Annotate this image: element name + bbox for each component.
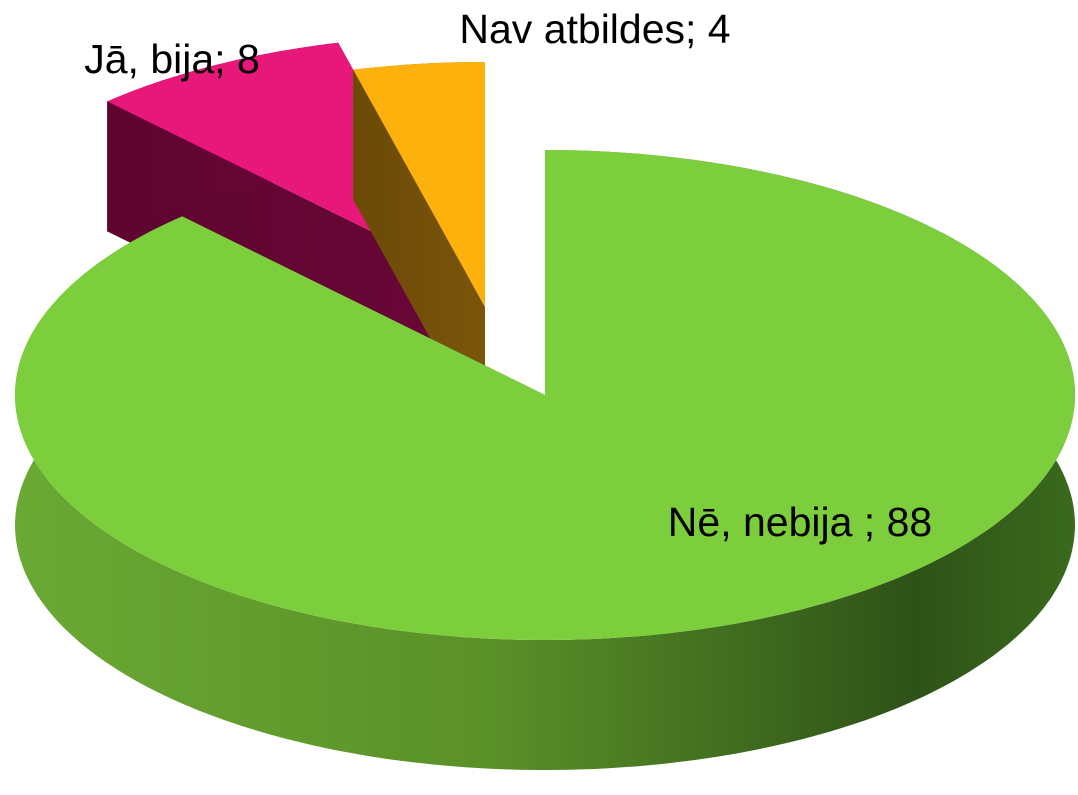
- slice: [353, 62, 485, 437]
- slice: [15, 150, 1075, 770]
- data-label: Nē, nebija ; 88: [668, 499, 932, 545]
- slice-top: [15, 150, 1075, 640]
- data-label: Jā, bija; 8: [84, 36, 260, 82]
- data-label: Nav atbildes; 4: [459, 6, 730, 52]
- slice-top: [353, 62, 485, 307]
